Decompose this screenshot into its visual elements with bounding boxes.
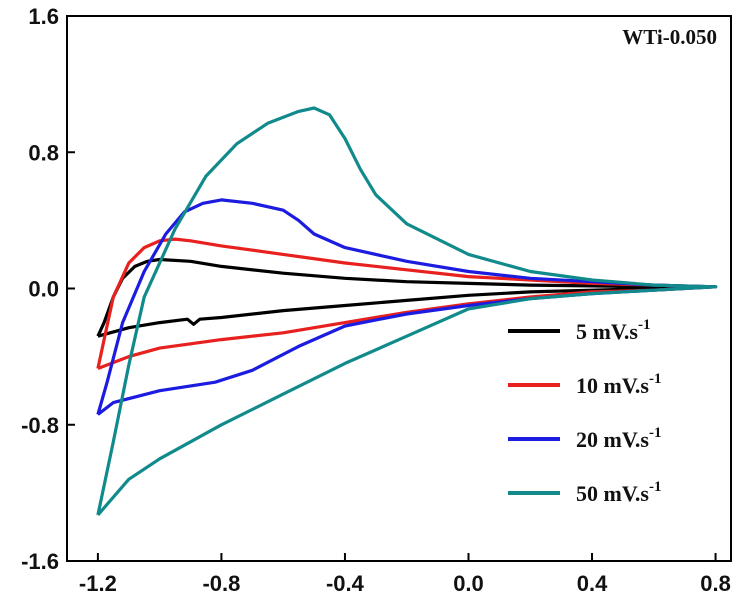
x-tick-label: 0.8 — [700, 571, 731, 596]
y-tick-label: 1.6 — [28, 4, 59, 29]
legend-superscript: -1 — [638, 317, 651, 333]
x-tick-label: 0.4 — [577, 571, 608, 596]
x-tick-label: -0.8 — [202, 571, 240, 596]
legend-label: 10 mV.s-1 — [576, 371, 661, 398]
legend: 5 mV.s-1 10 mV.s-1 20 mV.s-1 50 mV.s-1 — [508, 317, 661, 506]
legend-superscript: -1 — [649, 425, 662, 441]
y-tick-label: 0.0 — [28, 277, 59, 302]
x-tick-label: -1.2 — [79, 571, 117, 596]
series-line — [96, 106, 718, 517]
y-axis: -1.6 -0.8 0.0 0.8 1.6 — [21, 4, 75, 574]
y-tick-label: -0.8 — [21, 413, 59, 438]
x-tick-label: -0.4 — [326, 571, 365, 596]
series-layer — [96, 106, 718, 517]
y-tick-label: -1.6 — [21, 549, 59, 574]
y-tick-label: 0.8 — [28, 140, 59, 165]
legend-superscript: -1 — [649, 479, 662, 495]
legend-label: 20 mV.s-1 — [576, 425, 661, 452]
series-line — [96, 257, 718, 338]
x-tick-label: 0.0 — [453, 571, 484, 596]
series-line — [96, 237, 718, 370]
legend-label: 5 mV.s-1 — [576, 317, 650, 344]
chart-annotation: WTi-0.050 — [622, 25, 717, 49]
x-axis: -1.2 -0.8 -0.4 0.0 0.4 0.8 — [79, 553, 731, 596]
legend-superscript: -1 — [649, 371, 662, 387]
legend-label: 50 mV.s-1 — [576, 479, 661, 506]
